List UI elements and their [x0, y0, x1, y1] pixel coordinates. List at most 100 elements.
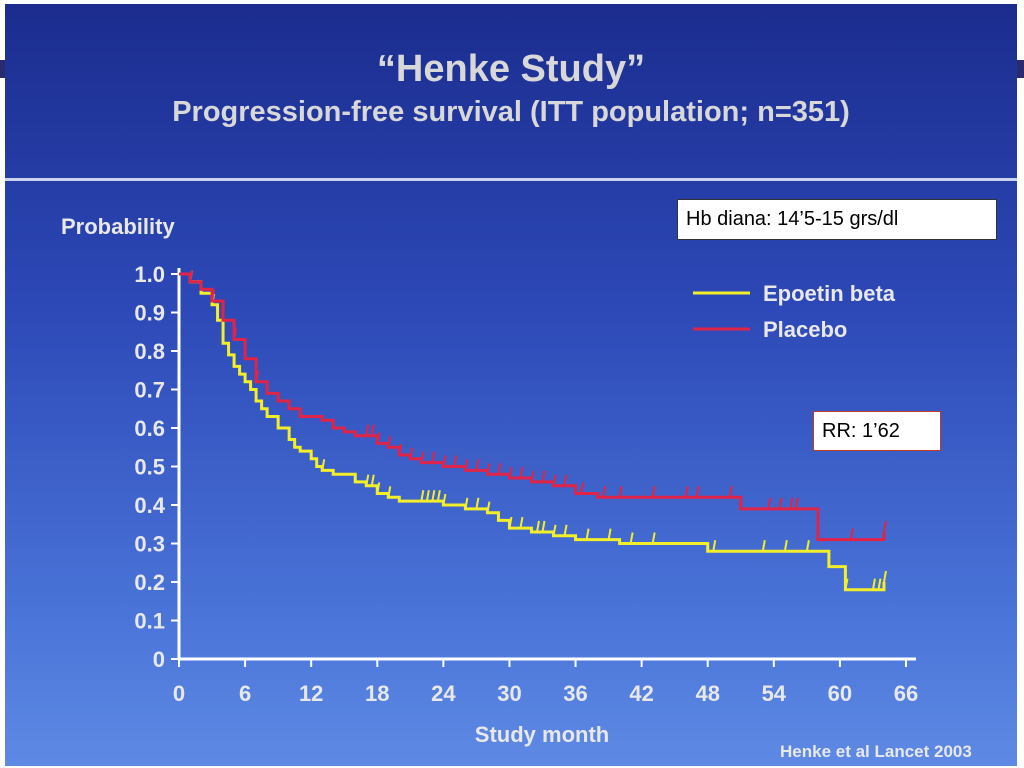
placebo-censor-mark — [767, 497, 772, 510]
y-tick-label: 0.9 — [134, 301, 165, 326]
placebo-censor-mark — [409, 447, 414, 459]
placebo-censor-mark — [475, 459, 480, 471]
x-tick-label: 66 — [894, 681, 918, 706]
placebo-censor-mark — [464, 459, 469, 471]
y-tick-label: 0.4 — [134, 493, 165, 518]
x-tick-label: 18 — [365, 681, 389, 706]
x-tick-label: 6 — [239, 681, 251, 706]
x-tick-label: 36 — [563, 681, 587, 706]
placebo-censor-mark — [552, 474, 557, 486]
placebo-censor-mark — [365, 424, 370, 436]
epoetin-beta-censor-mark — [464, 497, 469, 510]
hb-target-note: Hb diana: 14’5-15 grs/dl — [677, 199, 997, 240]
series-layer — [179, 270, 887, 592]
epoetin-beta-censor-mark — [508, 516, 513, 529]
epoetin-beta-censor-mark — [436, 489, 441, 502]
slide-header: “Henke Study” Progression-free survival … — [5, 4, 1017, 181]
epoetin-beta-censor-mark — [877, 578, 882, 590]
epoetin-beta-censor-mark — [805, 540, 810, 552]
placebo-censor-mark — [431, 451, 436, 463]
epoetin-beta-censor-mark — [541, 520, 546, 533]
y-tick-label: 0.5 — [134, 455, 165, 480]
x-tick-label: 24 — [431, 681, 456, 706]
placebo-censor-mark — [376, 432, 381, 444]
placebo-censor-mark — [420, 451, 425, 463]
y-tick-label: 0.7 — [134, 378, 165, 403]
placebo-censor-mark — [602, 486, 607, 498]
placebo-censor-mark — [541, 470, 546, 483]
axes-layer: 0 0.1 0.2 0.3 0.4 0.5 0.6 0.7 0.8 0.9 1.0 0 6 12 18 24 3… — [61, 214, 918, 747]
placebo-censor-mark — [882, 520, 887, 533]
placebo-censor-mark — [211, 289, 216, 302]
epoetin-beta-line — [179, 272, 886, 592]
placebo-censor-mark — [387, 436, 392, 448]
epoetin-beta-censor-mark — [387, 486, 392, 498]
epoetin-beta-censor-mark — [420, 489, 425, 502]
placebo-censor-mark — [189, 270, 193, 282]
epoetin-beta-censor-mark — [475, 497, 480, 510]
right-edge-bar — [1017, 60, 1024, 78]
placebo-censor-mark — [519, 466, 524, 479]
placebo-censor-mark — [728, 486, 733, 498]
epoetin-beta-censor-mark — [761, 540, 766, 552]
epoetin-beta-censor-mark — [536, 520, 540, 533]
placebo-censor-mark — [778, 497, 783, 510]
epoetin-beta-censor-mark — [486, 501, 491, 513]
epoetin-beta-censor-mark — [370, 474, 375, 486]
placebo-censor-mark — [233, 328, 238, 340]
citation: Henke et al Lancet 2003 — [780, 742, 972, 761]
relative-risk-note: RR: 1’62 — [813, 411, 941, 451]
placebo-censor-mark — [651, 486, 656, 498]
y-tick-label: 0.3 — [134, 532, 165, 557]
epoetin-beta-censor-mark — [882, 570, 887, 583]
placebo-censor-mark — [580, 482, 585, 494]
y-tick-label: 0.6 — [134, 416, 165, 441]
placebo-censor-mark — [255, 370, 260, 382]
epoetin-beta-censor-mark — [425, 489, 430, 502]
x-tick-label: 48 — [695, 681, 719, 706]
epoetin-beta-censor-mark — [365, 474, 370, 486]
epoetin-beta-censor-mark — [629, 532, 634, 544]
x-tick-label: 60 — [828, 681, 852, 706]
epoetin-beta-censor-mark — [607, 528, 612, 540]
placebo-censor-mark — [789, 497, 794, 510]
y-axis-label: Probability — [61, 214, 175, 239]
y-tick-label: 1.0 — [134, 262, 165, 287]
y-tick-label: 0.8 — [134, 339, 165, 364]
placebo-censor-mark — [486, 463, 491, 475]
placebo-censor-mark — [453, 455, 458, 467]
epoetin-beta-censor-mark — [376, 482, 381, 494]
epoetin-beta-censor-mark — [783, 540, 788, 552]
epoetin-beta-censor-mark — [844, 578, 849, 590]
epoetin-beta-legend-label: Epoetin beta — [763, 281, 896, 306]
slide-title: “Henke Study” — [376, 48, 646, 90]
placebo-censor-mark — [508, 466, 513, 479]
y-tick-label: 0.2 — [134, 570, 165, 595]
epoetin-beta-censor-mark — [552, 524, 557, 536]
epoetin-beta-censor-mark — [442, 493, 447, 506]
placebo-censor-mark — [794, 497, 799, 510]
y-tick-label: 0.1 — [134, 609, 165, 634]
slide-subtitle: Progression-free survival (ITT populatio… — [172, 96, 850, 128]
x-tick-label: 12 — [299, 681, 323, 706]
epoetin-beta-censor-mark — [431, 489, 436, 502]
placebo-censor-mark — [497, 463, 502, 475]
placebo-censor-mark — [695, 486, 700, 498]
slide: “Henke Study” Progression-free survival … — [5, 4, 1017, 766]
placebo-legend-label: Placebo — [763, 317, 847, 342]
y-tick-label: 0 — [153, 647, 165, 672]
epoetin-beta-censor-mark — [519, 516, 524, 529]
epoetin-beta-censor-mark — [585, 528, 590, 540]
epoetin-beta-censor-mark — [712, 540, 717, 552]
placebo-line — [179, 272, 886, 542]
placebo-censor-mark — [684, 486, 689, 498]
placebo-censor-mark — [849, 528, 854, 540]
survival-chart: 0 0.1 0.2 0.3 0.4 0.5 0.6 0.7 0.8 0.9 1.0 0 6 12 18 24 3… — [61, 214, 918, 747]
placebo-censor-mark — [563, 474, 568, 486]
placebo-censor-mark — [442, 455, 447, 467]
placebo-censor-mark — [398, 443, 403, 456]
x-tick-label: 54 — [762, 681, 787, 706]
epoetin-beta-censor-mark — [321, 459, 326, 471]
x-axis-label: Study month — [475, 722, 609, 747]
x-tick-label: 0 — [173, 681, 185, 706]
